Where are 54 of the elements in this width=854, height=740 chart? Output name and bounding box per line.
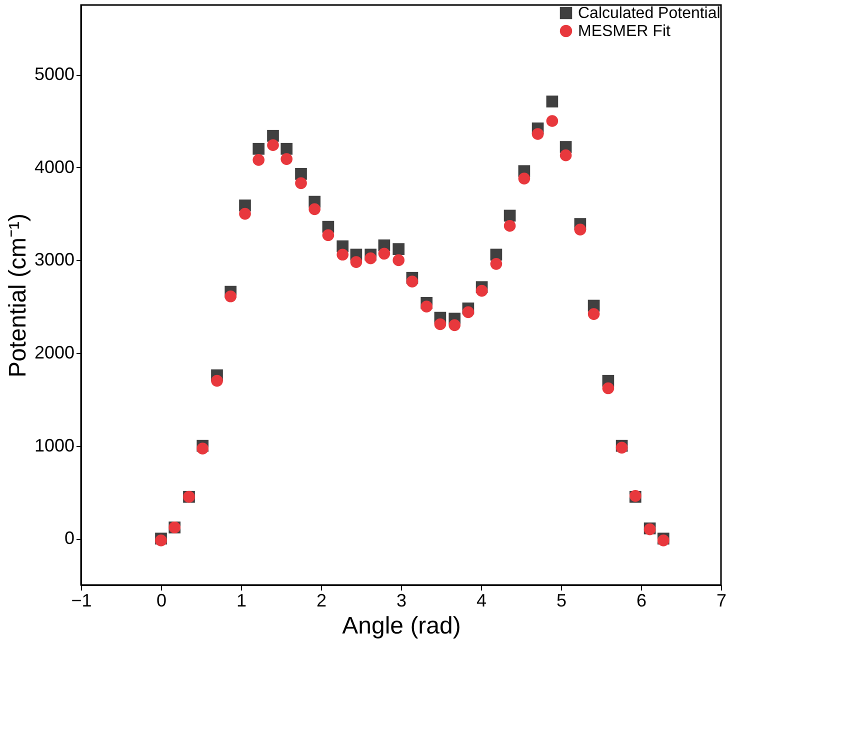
point	[239, 208, 251, 220]
point	[252, 154, 265, 166]
point	[280, 142, 293, 155]
point	[252, 142, 265, 155]
point	[350, 256, 362, 268]
point	[448, 319, 461, 332]
y-tick-label: 4000	[34, 156, 74, 177]
y-tick-label: 5000	[34, 64, 74, 84]
point	[420, 300, 433, 313]
point	[532, 128, 544, 140]
point	[560, 149, 572, 162]
point	[504, 220, 516, 232]
point	[406, 276, 418, 288]
point	[588, 308, 600, 320]
point	[476, 284, 488, 297]
point	[378, 248, 390, 260]
y-tick-label: 3000	[34, 250, 74, 270]
y-tick-label: 2000	[34, 342, 74, 362]
point	[462, 306, 474, 318]
point	[336, 248, 349, 261]
x-tick-label: −1	[71, 590, 92, 610]
point	[490, 258, 502, 270]
point	[434, 318, 446, 330]
point	[546, 115, 558, 127]
point	[267, 139, 279, 152]
x-tick-label: 7	[716, 590, 727, 610]
point	[308, 203, 321, 216]
x-tick-label: 1	[236, 590, 247, 610]
point	[295, 177, 307, 190]
y-tick-label: 0	[64, 528, 74, 548]
point	[196, 442, 209, 454]
point	[224, 290, 237, 302]
point	[504, 210, 516, 222]
y-tick-label: 1000	[34, 435, 74, 456]
legend-label: Calculated Potential	[578, 5, 720, 22]
point	[322, 229, 334, 242]
point	[518, 172, 530, 184]
legend-label: MESMER Fit	[578, 23, 671, 40]
point	[574, 224, 586, 236]
x-tick-label: 4	[476, 590, 487, 610]
y-axis-title: Potential (cm⁻¹)	[4, 213, 32, 378]
point	[392, 254, 405, 266]
point	[364, 252, 377, 264]
x-tick-label: 5	[556, 590, 567, 610]
point	[546, 96, 558, 108]
x-tick-label: 3	[396, 590, 407, 610]
point	[602, 382, 614, 394]
point	[211, 374, 223, 387]
x-tick-label: 2	[316, 590, 327, 610]
point	[280, 153, 293, 165]
x-tick-label: 0	[156, 590, 167, 610]
x-tick-label: 6	[636, 590, 647, 610]
point	[392, 243, 405, 255]
x-axis-title: Angle (rad)	[342, 612, 461, 640]
